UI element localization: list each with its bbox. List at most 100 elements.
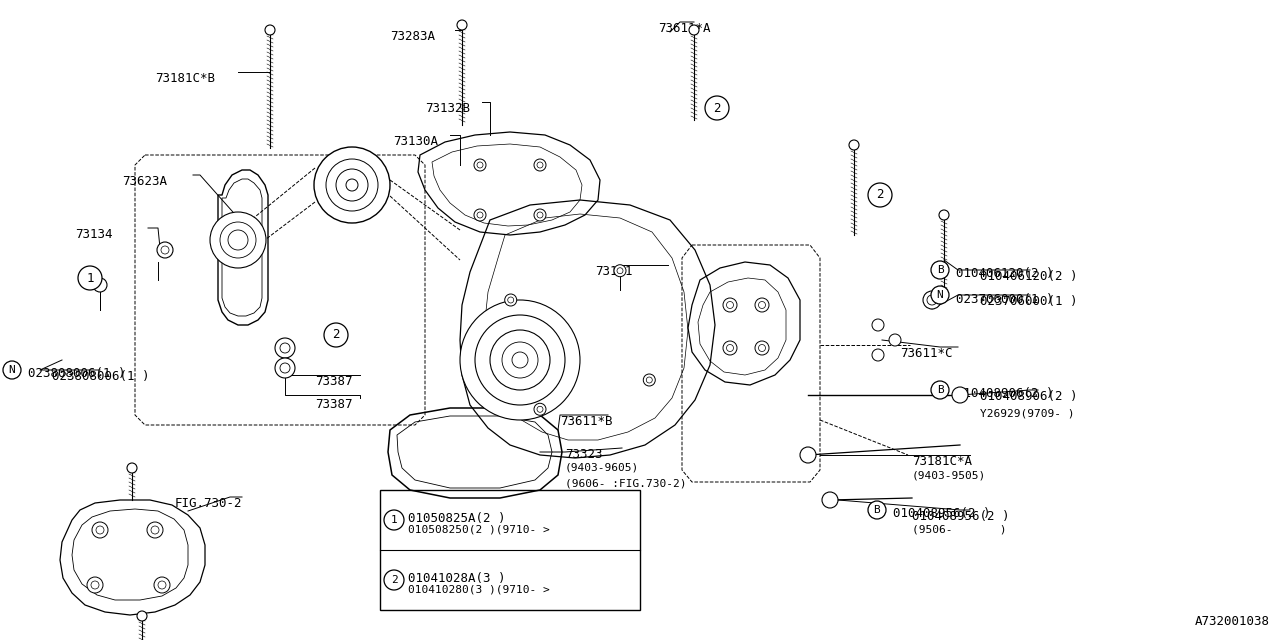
Circle shape <box>952 387 968 403</box>
Bar <box>380 490 640 610</box>
Circle shape <box>275 358 294 378</box>
Text: 2: 2 <box>333 328 339 342</box>
Circle shape <box>931 286 948 304</box>
Circle shape <box>872 349 884 361</box>
Text: 73623A: 73623A <box>122 175 166 188</box>
Circle shape <box>759 344 765 351</box>
Circle shape <box>689 25 699 35</box>
Circle shape <box>931 381 948 399</box>
Circle shape <box>384 570 404 590</box>
Circle shape <box>705 96 730 120</box>
Circle shape <box>538 212 543 218</box>
Circle shape <box>727 301 733 308</box>
Text: 73283A: 73283A <box>390 30 435 43</box>
Text: 73387: 73387 <box>315 398 352 411</box>
Circle shape <box>646 377 653 383</box>
Text: 01050825A(2 ): 01050825A(2 ) <box>408 512 506 525</box>
Circle shape <box>384 510 404 530</box>
Circle shape <box>346 179 358 191</box>
Text: 010410280(3 )(9710- >: 010410280(3 )(9710- > <box>408 584 549 594</box>
Circle shape <box>335 169 369 201</box>
Circle shape <box>723 341 737 355</box>
Text: 73323: 73323 <box>564 448 603 461</box>
Circle shape <box>849 140 859 150</box>
Text: FIG.730-2: FIG.730-2 <box>175 497 242 510</box>
Circle shape <box>147 522 163 538</box>
Circle shape <box>157 581 166 589</box>
Circle shape <box>127 463 137 473</box>
Text: 010408906(2 ): 010408906(2 ) <box>980 390 1078 403</box>
Circle shape <box>755 298 769 312</box>
Circle shape <box>87 577 102 593</box>
Text: 023808006(1 ): 023808006(1 ) <box>52 370 150 383</box>
Circle shape <box>151 526 159 534</box>
Circle shape <box>800 447 817 463</box>
Text: 1: 1 <box>86 271 93 285</box>
Circle shape <box>161 246 169 254</box>
Circle shape <box>923 291 941 309</box>
Circle shape <box>96 526 104 534</box>
Circle shape <box>477 162 483 168</box>
Circle shape <box>723 298 737 312</box>
Text: 2: 2 <box>713 102 721 115</box>
Text: 010408906(2 ): 010408906(2 ) <box>956 387 1053 401</box>
Text: (9506-       ): (9506- ) <box>911 525 1006 535</box>
Circle shape <box>326 159 378 211</box>
Text: 01041028A(3 ): 01041028A(3 ) <box>408 572 506 585</box>
Circle shape <box>92 522 108 538</box>
Circle shape <box>502 342 538 378</box>
Circle shape <box>755 341 769 355</box>
Circle shape <box>534 403 547 415</box>
Circle shape <box>93 278 108 292</box>
Text: 023706000(1 ): 023706000(1 ) <box>956 292 1053 305</box>
Circle shape <box>460 300 580 420</box>
Circle shape <box>538 406 543 412</box>
Text: 023706000(1 ): 023706000(1 ) <box>980 295 1078 308</box>
Circle shape <box>280 363 291 373</box>
Text: 73611*C: 73611*C <box>900 347 952 360</box>
Circle shape <box>534 159 547 171</box>
Circle shape <box>534 209 547 221</box>
Circle shape <box>275 338 294 358</box>
Circle shape <box>220 222 256 258</box>
Circle shape <box>477 212 483 218</box>
Text: A732001038: A732001038 <box>1196 615 1270 628</box>
Text: 73111: 73111 <box>595 265 632 278</box>
Circle shape <box>890 334 901 346</box>
Text: (9403-9505): (9403-9505) <box>911 470 987 480</box>
Circle shape <box>868 501 886 519</box>
Circle shape <box>228 230 248 250</box>
Text: 010408956(2 ): 010408956(2 ) <box>893 508 991 520</box>
Text: 1: 1 <box>390 515 397 525</box>
Text: 2: 2 <box>877 189 883 202</box>
Circle shape <box>157 242 173 258</box>
Text: B: B <box>937 385 943 395</box>
Text: (9606- :FIG.730-2): (9606- :FIG.730-2) <box>564 478 686 488</box>
Circle shape <box>210 212 266 268</box>
Circle shape <box>508 297 513 303</box>
Text: 010406120(2 ): 010406120(2 ) <box>956 268 1053 280</box>
Circle shape <box>538 162 543 168</box>
Text: 73130A: 73130A <box>393 135 438 148</box>
Text: 010406120(2 ): 010406120(2 ) <box>980 270 1078 283</box>
Text: N: N <box>9 365 15 375</box>
Circle shape <box>644 374 655 386</box>
Circle shape <box>931 261 948 279</box>
Text: 023808006(1 ): 023808006(1 ) <box>28 367 125 381</box>
Circle shape <box>868 183 892 207</box>
Circle shape <box>3 361 20 379</box>
Circle shape <box>474 209 486 221</box>
Circle shape <box>617 268 623 274</box>
Circle shape <box>314 147 390 223</box>
Text: 010508250(2 )(9710- >: 010508250(2 )(9710- > <box>408 524 549 534</box>
Text: 73134: 73134 <box>76 228 113 241</box>
Circle shape <box>759 301 765 308</box>
Text: 73611*B: 73611*B <box>561 415 613 428</box>
Text: 73181C*A: 73181C*A <box>911 455 972 468</box>
Circle shape <box>457 20 467 30</box>
Text: 73181C*B: 73181C*B <box>155 72 215 85</box>
Text: (9403-9605): (9403-9605) <box>564 463 639 473</box>
Circle shape <box>475 315 564 405</box>
Circle shape <box>78 266 102 290</box>
Circle shape <box>927 295 937 305</box>
